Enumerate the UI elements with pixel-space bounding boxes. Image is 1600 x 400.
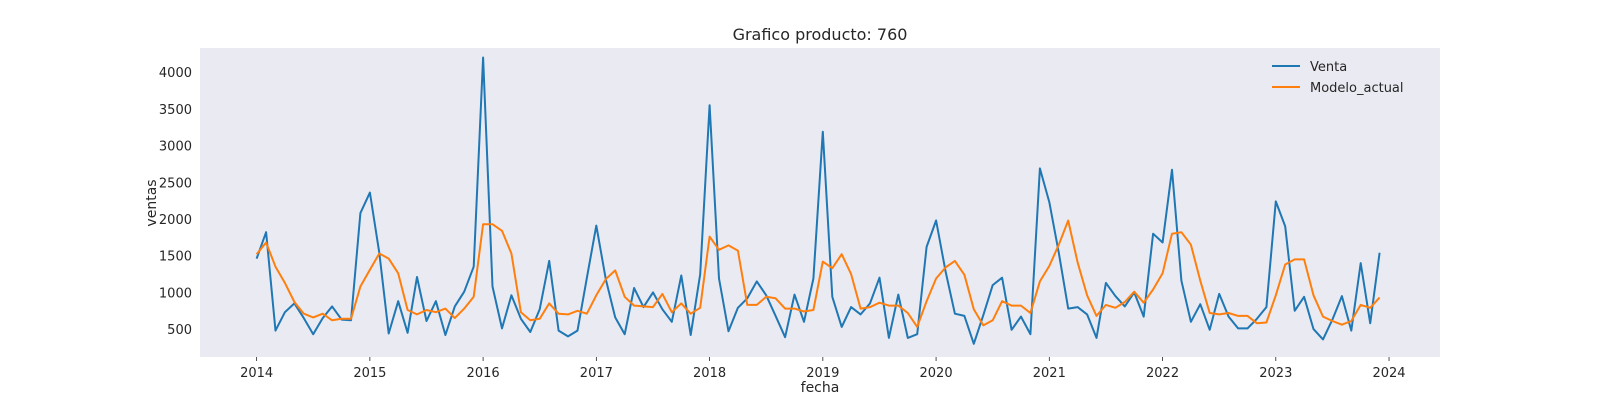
x-ticks: 2014 2015 2016 2017 2018 2019 2020 2021 2022 2023… <box>240 357 1406 381</box>
y-ticks: 500 1000 1500 2000 2500 3000 3500 4000 <box>159 66 192 338</box>
series-layer <box>255 56 1381 345</box>
x-tick-label: 2019 <box>806 366 839 381</box>
x-tick-label: 2020 <box>920 366 953 381</box>
series-line-venta <box>255 56 1381 345</box>
y-tick-label: 1000 <box>159 286 192 301</box>
y-tick-label: 3000 <box>159 140 192 155</box>
x-axis-label: fecha <box>801 380 840 396</box>
y-tick-label: 3500 <box>159 103 192 118</box>
chart-title: Grafico producto: 760 <box>733 25 908 44</box>
y-tick-label: 2000 <box>159 213 192 228</box>
x-tick-label: 2024 <box>1372 366 1405 381</box>
x-tick-label: 2021 <box>1033 366 1066 381</box>
x-tick-label: 2017 <box>580 366 613 381</box>
x-tick-label: 2023 <box>1259 366 1292 381</box>
y-axis-label: ventas <box>144 179 160 226</box>
y-tick-label: 1500 <box>159 250 192 265</box>
y-tick-label: 2500 <box>159 176 192 191</box>
legend: Venta Modelo_actual <box>1272 60 1404 96</box>
x-tick-label: 2016 <box>467 366 500 381</box>
legend-label: Modelo_actual <box>1310 81 1404 96</box>
y-tick-label: 4000 <box>159 66 192 81</box>
x-tick-label: 2014 <box>240 366 273 381</box>
y-tick-label: 500 <box>167 323 192 338</box>
x-tick-label: 2022 <box>1146 366 1179 381</box>
series-line-modelo-actual <box>255 219 1381 328</box>
legend-label: Venta <box>1310 60 1347 75</box>
x-tick-label: 2015 <box>353 366 386 381</box>
x-tick-label: 2018 <box>693 366 726 381</box>
